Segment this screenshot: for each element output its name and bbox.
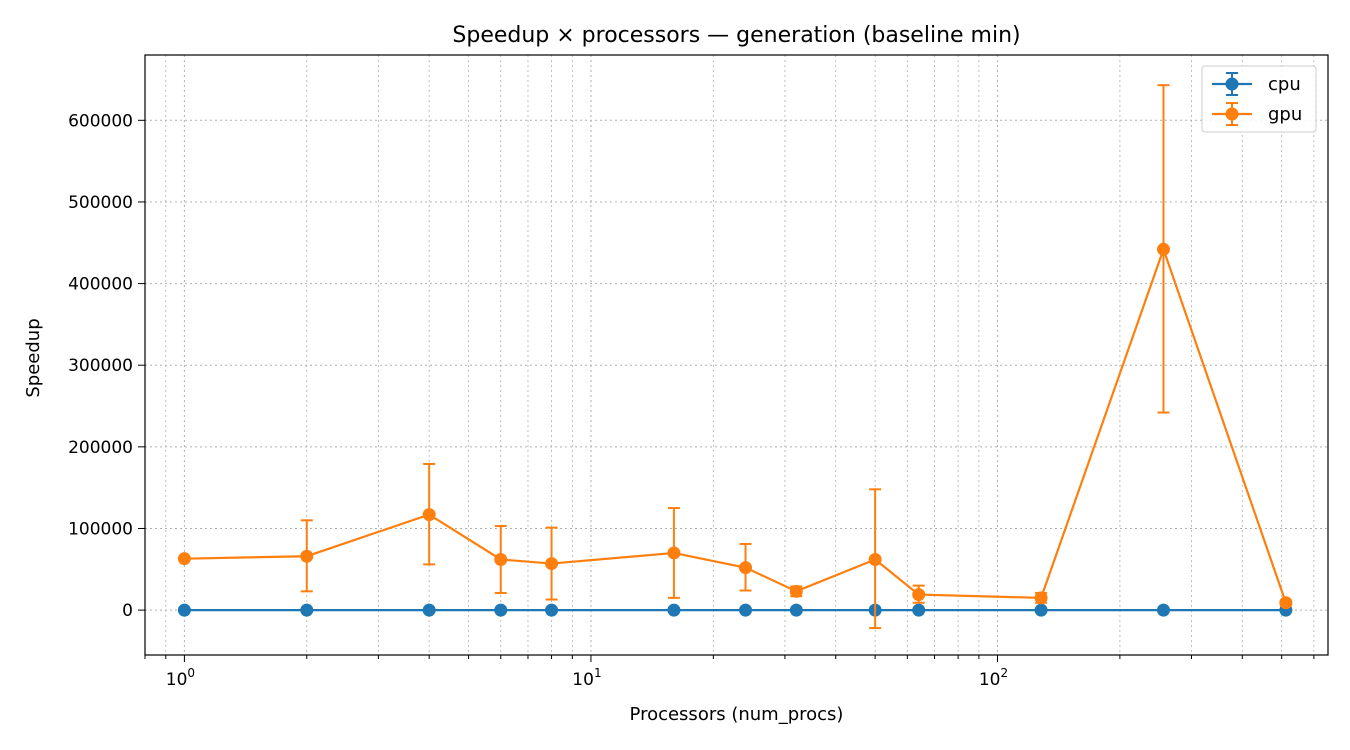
legend-marker [1225, 107, 1239, 121]
legend-item-cpu: cpu [1212, 72, 1301, 96]
data-point [739, 561, 753, 575]
legend-label: gpu [1268, 104, 1302, 125]
data-point [300, 549, 314, 563]
legend: cpu gpu [1201, 65, 1317, 133]
data-point [300, 603, 314, 617]
x-tick-label: 100 [166, 666, 195, 690]
data-point [545, 603, 559, 617]
data-point [177, 603, 191, 617]
data-point [1279, 596, 1293, 610]
data-point [1156, 242, 1170, 256]
series-gpu [177, 84, 1293, 630]
plot-frame [144, 54, 1329, 656]
data-point [1034, 591, 1048, 605]
data-point [667, 546, 681, 560]
data-point [422, 508, 436, 522]
data-point [545, 557, 559, 571]
plot-series [177, 84, 1293, 630]
chart-title: Speedup × processors — generation (basel… [452, 23, 1020, 48]
y-tick-label: 300000 [68, 356, 133, 376]
legend-label: cpu [1268, 74, 1301, 95]
data-point [494, 603, 508, 617]
y-tick-label: 500000 [68, 193, 133, 213]
x-tick-label: 101 [572, 666, 601, 690]
x-tick-label: 102 [979, 666, 1008, 690]
data-point [177, 552, 191, 566]
data-point [912, 603, 926, 617]
data-point [912, 588, 926, 602]
x-axis-label: Processors (num_procs) [630, 704, 844, 725]
legend-marker [1225, 77, 1239, 91]
data-point [667, 603, 681, 617]
y-tick-label: 600000 [68, 111, 133, 131]
data-point [789, 603, 803, 617]
series-cpu [177, 603, 1293, 617]
data-point [1156, 603, 1170, 617]
y-tick-label: 100000 [68, 519, 133, 539]
data-point [739, 603, 753, 617]
data-point [422, 603, 436, 617]
y-axis-label: Speedup [23, 318, 44, 397]
y-tick-label: 200000 [68, 438, 133, 458]
data-point [789, 584, 803, 598]
legend-item-gpu: gpu [1212, 102, 1302, 126]
data-point [868, 552, 882, 566]
axes-ticks: 0 100000 200000 300000 400000 500000 600000 100… [68, 111, 1315, 690]
data-point [494, 552, 508, 566]
data-point [1034, 603, 1048, 617]
y-tick-label: 400000 [68, 275, 133, 295]
y-tick-label: 0 [122, 601, 133, 621]
